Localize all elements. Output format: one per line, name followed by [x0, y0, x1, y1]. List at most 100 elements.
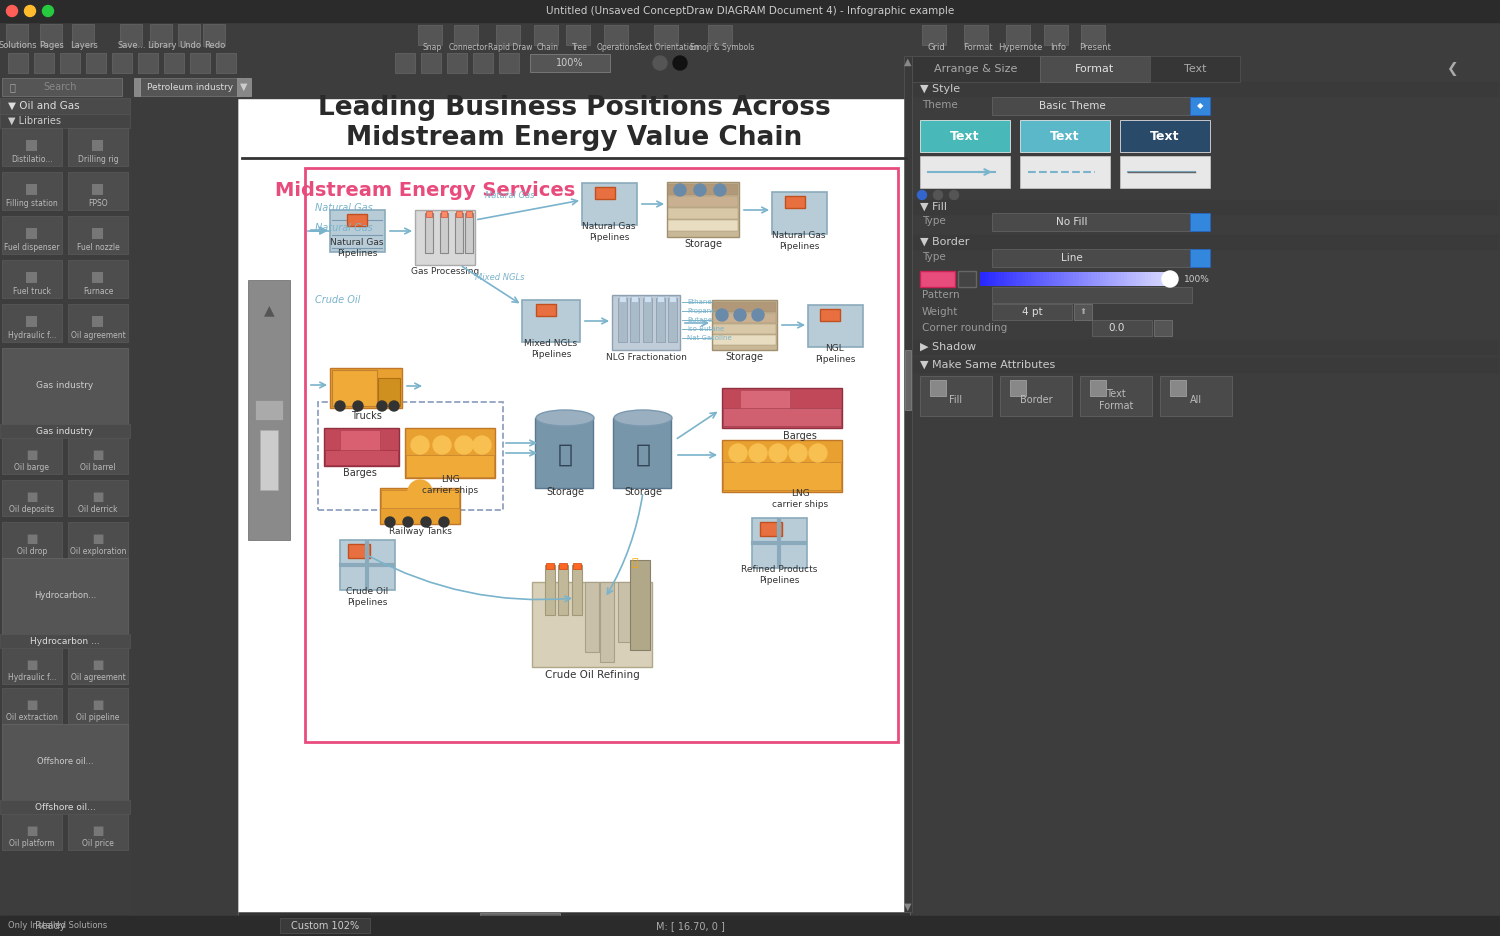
Bar — [456, 211, 462, 217]
Bar — [644, 296, 651, 302]
Circle shape — [404, 517, 412, 527]
Bar — [992, 213, 1192, 231]
Text: Offshore oil...: Offshore oil... — [36, 757, 93, 767]
Bar — [340, 430, 380, 450]
Text: Untitled (Unsaved ConceptDraw DIAGRAM Document 4) - Infographic example: Untitled (Unsaved ConceptDraw DIAGRAM Do… — [546, 6, 954, 16]
Text: LNG
carrier ships: LNG carrier ships — [772, 490, 828, 508]
Bar — [760, 522, 782, 536]
Bar — [582, 183, 638, 225]
Bar — [1004, 272, 1007, 286]
Bar — [216, 53, 236, 73]
Bar — [912, 82, 1498, 96]
Bar — [1142, 272, 1144, 286]
Circle shape — [674, 56, 687, 70]
Bar — [0, 916, 130, 936]
Text: NLG Fractionation: NLG Fractionation — [606, 353, 687, 361]
Text: ▼ Libraries: ▼ Libraries — [8, 116, 62, 126]
Bar — [0, 98, 130, 916]
Bar — [1000, 376, 1072, 416]
Text: Oil agreement: Oil agreement — [70, 331, 126, 341]
Text: ▪: ▪ — [92, 695, 105, 713]
Bar — [1138, 272, 1142, 286]
Bar — [86, 53, 106, 73]
Text: 🔥: 🔥 — [632, 558, 639, 568]
Bar — [480, 913, 560, 923]
Text: ▪: ▪ — [90, 134, 105, 154]
Circle shape — [714, 184, 726, 196]
Text: Oil drop: Oil drop — [16, 548, 46, 557]
Bar — [994, 272, 998, 286]
Text: 100%: 100% — [1184, 274, 1210, 284]
Text: ▪: ▪ — [26, 695, 39, 713]
Bar — [447, 53, 466, 73]
Bar — [618, 298, 627, 342]
Text: Hydrocarbon ...: Hydrocarbon ... — [30, 636, 100, 646]
Text: NGL
Pipelines: NGL Pipelines — [815, 344, 855, 364]
Text: Crude Oil: Crude Oil — [315, 295, 360, 305]
Text: Mixed NGLs: Mixed NGLs — [476, 273, 525, 283]
Bar — [1170, 380, 1186, 396]
Text: ◆: ◆ — [1197, 101, 1203, 110]
Bar — [2, 78, 122, 96]
Bar — [1074, 304, 1092, 320]
Text: ❮: ❮ — [1446, 62, 1458, 76]
Bar — [1118, 272, 1120, 286]
Bar — [1064, 272, 1066, 286]
Text: Oil derrick: Oil derrick — [78, 505, 117, 515]
Circle shape — [652, 56, 668, 70]
Bar — [1156, 272, 1160, 286]
Circle shape — [729, 444, 747, 462]
Text: Grid: Grid — [927, 42, 945, 51]
Text: Natural Gas
Pipelines: Natural Gas Pipelines — [582, 222, 636, 241]
Text: Oil barge: Oil barge — [15, 463, 50, 473]
Bar — [1106, 272, 1108, 286]
Bar — [534, 25, 558, 45]
Bar — [1082, 25, 1106, 45]
Bar — [378, 378, 400, 406]
Text: ▪: ▪ — [92, 487, 105, 505]
Bar — [454, 213, 464, 253]
Bar — [441, 211, 447, 217]
Bar — [2, 648, 62, 684]
Bar — [708, 25, 732, 45]
Circle shape — [789, 444, 807, 462]
Text: Railway Tanks: Railway Tanks — [388, 528, 452, 536]
Circle shape — [454, 436, 472, 454]
Text: ▪: ▪ — [24, 222, 39, 242]
Bar — [1114, 272, 1118, 286]
Bar — [668, 182, 740, 237]
Bar — [1020, 156, 1110, 188]
Text: Offshore oil...: Offshore oil... — [34, 802, 96, 812]
Bar — [1088, 272, 1090, 286]
Text: Line: Line — [1060, 253, 1083, 263]
Bar — [0, 424, 130, 438]
Bar — [618, 582, 632, 642]
Bar — [1024, 272, 1028, 286]
Bar — [1066, 272, 1070, 286]
Bar — [1096, 272, 1100, 286]
Bar — [2, 304, 62, 342]
Bar — [500, 53, 519, 73]
Bar — [1090, 380, 1106, 396]
Text: Connector: Connector — [448, 42, 488, 51]
Text: Oil agreement: Oil agreement — [70, 674, 126, 682]
Bar — [630, 298, 639, 342]
Bar — [0, 800, 130, 814]
Text: Storage: Storage — [624, 487, 662, 497]
Bar — [68, 480, 128, 516]
Text: 🔍: 🔍 — [10, 82, 16, 92]
Text: Text: Text — [1050, 129, 1080, 142]
Text: 0.0: 0.0 — [1108, 323, 1125, 333]
Bar — [0, 50, 1500, 76]
Bar — [992, 304, 1072, 320]
Bar — [596, 187, 615, 199]
Text: ▪: ▪ — [26, 529, 39, 548]
Bar — [1060, 272, 1064, 286]
Bar — [1019, 272, 1022, 286]
Ellipse shape — [614, 410, 672, 426]
Text: FPSO: FPSO — [88, 199, 108, 209]
Bar — [723, 462, 842, 490]
Bar — [1078, 272, 1082, 286]
Bar — [530, 54, 610, 72]
Text: Oil exploration: Oil exploration — [70, 548, 126, 557]
